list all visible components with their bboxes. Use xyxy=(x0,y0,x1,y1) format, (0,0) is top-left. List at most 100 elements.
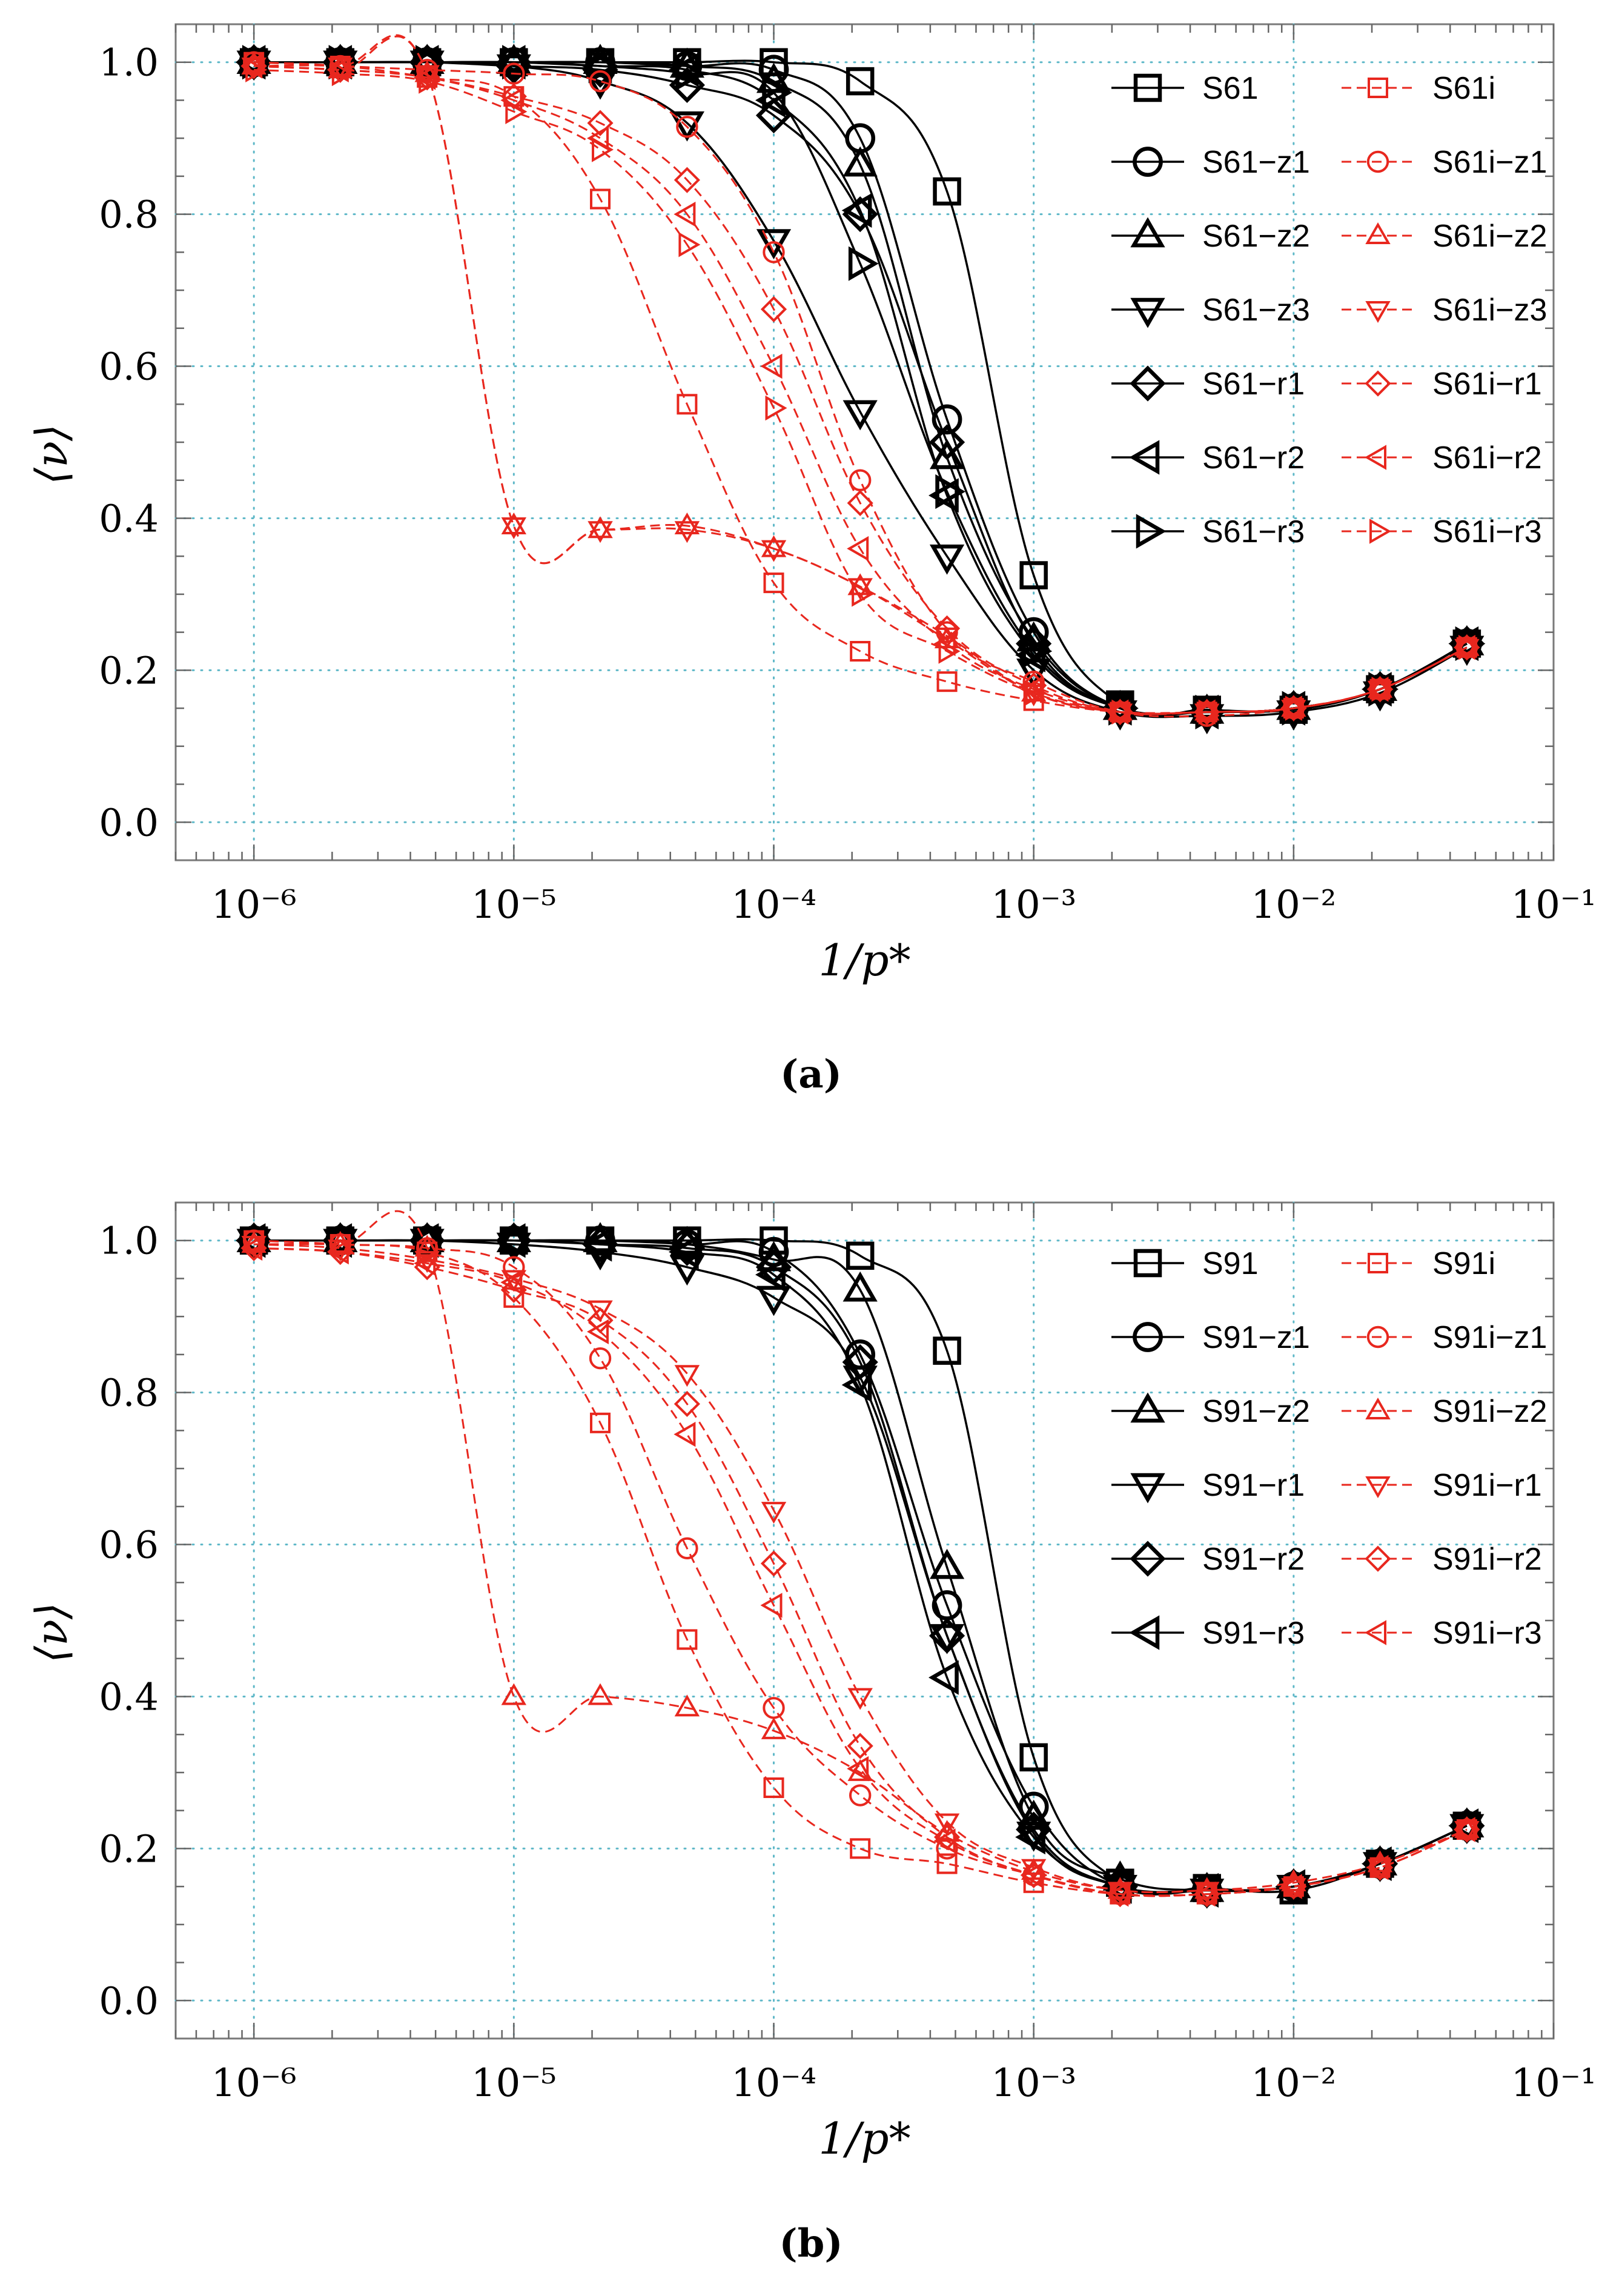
data-point xyxy=(933,631,956,657)
legend-label: S91i−r1 xyxy=(1432,1468,1542,1503)
data-point xyxy=(761,540,787,562)
data-point xyxy=(933,615,961,642)
data-point xyxy=(933,1336,961,1365)
y-tick-labels: 0.0 0.2 0.4 0.6 0.8 1.0 xyxy=(99,41,159,845)
legend-label: S91i xyxy=(1432,1246,1495,1281)
data-point xyxy=(592,137,614,162)
data-point xyxy=(847,578,873,600)
legend-marker xyxy=(1130,1392,1165,1423)
y-tick-label: 0.0 xyxy=(99,1979,159,2023)
y-tick-label: 0.6 xyxy=(99,1523,159,1567)
axis-ticks xyxy=(174,24,1555,860)
data-point xyxy=(501,512,527,534)
x-tick-label: 10⁻³ xyxy=(991,2061,1076,2106)
x-tick-label: 10⁻² xyxy=(1251,883,1336,927)
plot-frame xyxy=(174,23,1555,861)
legend-label: S61i xyxy=(1432,71,1495,106)
data-point xyxy=(1193,1881,1216,1907)
data-point xyxy=(245,57,268,82)
legend-marker xyxy=(1133,73,1162,102)
legend-item: S91i−z1 xyxy=(1342,1320,1547,1355)
data-point xyxy=(846,1241,875,1270)
x-tick-label: 10⁻¹ xyxy=(1511,883,1597,927)
data-point xyxy=(841,193,872,228)
legend-item: S61i−z2 xyxy=(1342,219,1547,254)
data-point xyxy=(1022,670,1045,693)
data-point xyxy=(935,474,966,509)
legend-item: S91−r3 xyxy=(1111,1615,1305,1651)
y-axis-label: ⟨ν⟩ xyxy=(26,1602,77,1663)
legend-label: S91−z1 xyxy=(1202,1320,1310,1355)
y-tick-label: 0.4 xyxy=(99,1674,159,1719)
y-tick-label: 0.8 xyxy=(99,193,159,237)
data-point xyxy=(1019,1743,1048,1772)
legend-item: S61−z3 xyxy=(1111,293,1310,328)
legend-marker xyxy=(1365,370,1391,397)
data-point xyxy=(756,229,792,260)
panel-label: (a) xyxy=(780,1052,842,1097)
data-point xyxy=(936,671,958,692)
data-point xyxy=(842,146,878,177)
legend-item: S91−z1 xyxy=(1111,1320,1310,1355)
y-tick-label: 0.8 xyxy=(99,1371,159,1415)
data-point xyxy=(240,53,263,79)
legend-label: S91i−r2 xyxy=(1432,1542,1542,1577)
data-point xyxy=(841,1367,872,1402)
x-tick-label: 10⁻⁴ xyxy=(731,2061,816,2106)
data-point xyxy=(331,61,354,87)
x-tick-labels: 10⁻⁶ 10⁻⁵ 10⁻⁴ 10⁻³ 10⁻² 10⁻¹ xyxy=(211,2061,1597,2106)
legend-item: S61i−r3 xyxy=(1342,514,1542,549)
data-point xyxy=(587,110,614,136)
y-axis-label: ⟨ν⟩ xyxy=(26,424,77,485)
legend-item: S61 xyxy=(1111,71,1259,106)
data-point xyxy=(755,1257,786,1292)
data-point xyxy=(1107,699,1129,725)
series-line xyxy=(254,1247,1468,1897)
data-point xyxy=(933,1828,956,1854)
data-point xyxy=(1015,1819,1045,1855)
legend-label: S91i−r3 xyxy=(1432,1616,1542,1651)
series-line xyxy=(254,65,1468,715)
legend-marker xyxy=(1130,1473,1165,1504)
series xyxy=(240,1235,1475,1907)
data-point xyxy=(847,536,869,562)
axis-ticks xyxy=(174,1203,1555,2039)
legend-marker xyxy=(1365,1397,1391,1419)
data-point xyxy=(848,246,879,281)
data-point xyxy=(1453,1817,1475,1842)
x-tick-labels: 10⁻⁶ 10⁻⁵ 10⁻⁴ 10⁻³ 10⁻² 10⁻¹ xyxy=(211,883,1597,927)
legend-item: S91 xyxy=(1111,1246,1259,1281)
data-point xyxy=(1020,677,1042,702)
legend-marker xyxy=(1365,222,1391,244)
series xyxy=(240,53,1475,725)
series-group xyxy=(235,34,1486,735)
data-point xyxy=(846,67,875,96)
legend-item: S91i xyxy=(1342,1246,1495,1281)
data-point xyxy=(847,489,873,516)
series-line xyxy=(254,68,1468,715)
x-axis-label: 1/p* xyxy=(818,2113,910,2164)
data-point xyxy=(842,1271,878,1302)
legend-marker xyxy=(1364,1620,1386,1645)
series-line xyxy=(254,61,1468,718)
data-point xyxy=(761,1502,787,1524)
chart-panel-a: 10⁻⁶ 10⁻⁵ 10⁻⁴ 10⁻³ 10⁻² 10⁻¹ 0.0 0.2 0.4 0.6 0.8 1… xyxy=(26,23,1597,1097)
legend-marker xyxy=(1369,519,1392,544)
y-tick-label: 0.0 xyxy=(99,800,159,844)
data-point xyxy=(326,57,349,82)
data-point xyxy=(588,1300,613,1322)
series-line xyxy=(254,1247,1468,1897)
y-tick-label: 1.0 xyxy=(99,41,159,85)
data-point xyxy=(414,1250,436,1276)
data-point xyxy=(589,1347,612,1370)
legend-item: S91−r2 xyxy=(1111,1541,1305,1577)
y-tick-label: 0.4 xyxy=(99,496,159,540)
data-point xyxy=(505,99,528,124)
panel-label: (b) xyxy=(779,2221,842,2266)
data-point xyxy=(669,1255,705,1286)
legend-label: S61i−r2 xyxy=(1432,440,1542,476)
data-point xyxy=(1198,699,1220,725)
x-tick-label: 10⁻⁶ xyxy=(211,2061,297,2106)
x-tick-label: 10⁻⁶ xyxy=(211,883,297,927)
data-point xyxy=(929,439,965,469)
